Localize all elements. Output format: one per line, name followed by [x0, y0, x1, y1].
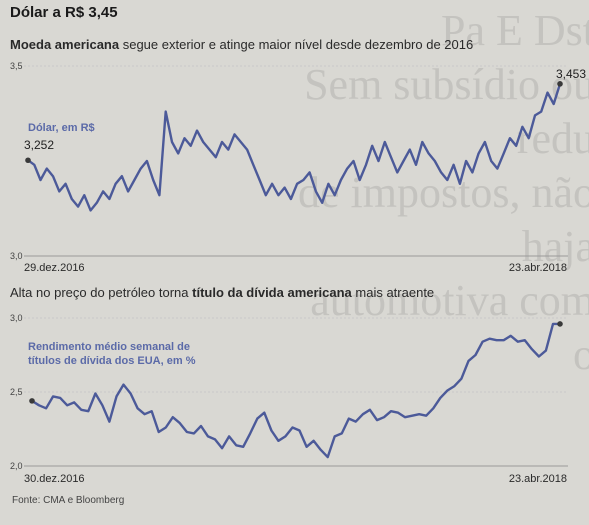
subheadline-bold: Moeda americana [10, 37, 120, 52]
dollar-x-end-label: 23.abr.2018 [509, 262, 567, 274]
dollar-ytick-bottom: 3,0 [10, 251, 23, 261]
dollar-series-line [27, 83, 562, 212]
subheadline-rest: segue exterior e atinge maior nível desd… [119, 37, 474, 52]
treasury-ytick-bottom: 2,0 [10, 461, 23, 471]
source-note: Fonte: CMA e Bloomberg [12, 495, 125, 506]
section2-title-after: mais atraente [351, 285, 435, 300]
subheadline: Moeda americana segue exterior e atinge … [10, 37, 473, 52]
treasury-series-label-line: Rendimento médio semanal de [28, 341, 190, 353]
treasury-start-point [29, 398, 35, 404]
treasury-ytick-top: 3,0 [10, 313, 23, 323]
dollar-start-point [25, 157, 31, 164]
treasury-ytick-mid: 2,5 [10, 387, 23, 397]
background-article-text: Pa E Dst Sem subsídio ou redu de imposto… [298, 6, 589, 379]
treasury-series-line [31, 322, 560, 459]
dollar-ytick-top: 3,5 [10, 61, 23, 71]
dollar-chart: 3,5 3,0 Dólar, em R$ 3,252 3,453 29.dez.… [10, 61, 586, 274]
treasury-chart: 3,0 2,5 2,0 Rendimento médio semanal de t… [10, 313, 568, 485]
dollar-series-label: Dólar, em R$ [28, 122, 95, 134]
treasury-series-label-line: títulos de dívida dos EUA, em % [28, 355, 196, 367]
dollar-end-label: 3,453 [556, 67, 586, 81]
section2-title-bold: título da dívida americana [192, 285, 352, 300]
section2-title: Alta no preço do petróleo torna título d… [10, 285, 434, 300]
dollar-end-point [557, 81, 563, 87]
treasury-end-point [557, 321, 563, 327]
treasury-series-label: Rendimento médio semanal de títulos de dí… [28, 341, 196, 367]
treasury-x-start-label: 30.dez.2016 [24, 473, 85, 485]
treasury-x-end-label: 23.abr.2018 [509, 473, 567, 485]
dollar-start-label: 3,252 [24, 138, 54, 152]
headline: Dólar a R$ 3,45 [10, 4, 118, 21]
dollar-x-start-label: 29.dez.2016 [24, 262, 85, 274]
section2-title-before: Alta no preço do petróleo torna [10, 285, 193, 300]
